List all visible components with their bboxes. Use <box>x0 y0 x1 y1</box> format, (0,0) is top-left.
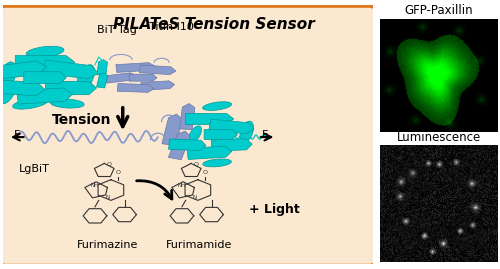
Text: PILATeS Tension Sensor: PILATeS Tension Sensor <box>112 17 314 32</box>
Polygon shape <box>105 73 136 83</box>
Ellipse shape <box>203 159 232 167</box>
Ellipse shape <box>240 121 254 143</box>
Polygon shape <box>204 130 238 139</box>
Text: F: F <box>14 129 20 140</box>
Polygon shape <box>211 139 252 151</box>
Text: N: N <box>193 195 197 200</box>
Polygon shape <box>209 119 254 134</box>
FancyBboxPatch shape <box>0 5 376 266</box>
Ellipse shape <box>188 126 202 143</box>
Polygon shape <box>24 72 66 84</box>
Polygon shape <box>129 74 157 81</box>
Polygon shape <box>97 60 108 75</box>
Polygon shape <box>168 131 190 160</box>
Ellipse shape <box>12 98 48 109</box>
Polygon shape <box>0 80 44 96</box>
Text: GFP-Paxillin: GFP-Paxillin <box>404 3 473 17</box>
Text: + Light: + Light <box>248 203 300 216</box>
Polygon shape <box>16 55 75 69</box>
Polygon shape <box>168 139 206 150</box>
Polygon shape <box>42 60 98 79</box>
Text: O: O <box>107 162 112 167</box>
Polygon shape <box>118 83 154 92</box>
Polygon shape <box>96 73 108 88</box>
Ellipse shape <box>0 83 16 104</box>
Ellipse shape <box>50 99 84 108</box>
Polygon shape <box>162 114 182 146</box>
Ellipse shape <box>26 46 64 58</box>
Polygon shape <box>46 81 96 95</box>
Text: NH: NH <box>178 183 186 188</box>
Polygon shape <box>187 146 232 160</box>
Text: NH: NH <box>91 183 99 188</box>
Text: Luminescence: Luminescence <box>396 131 481 144</box>
Text: O: O <box>203 170 208 175</box>
Polygon shape <box>140 65 176 75</box>
Text: F: F <box>262 129 268 140</box>
Text: Tension: Tension <box>52 113 112 127</box>
Text: Titin I10: Titin I10 <box>148 23 194 33</box>
Text: BiT Tag: BiT Tag <box>97 25 136 35</box>
Text: LgBiT: LgBiT <box>18 164 50 174</box>
Polygon shape <box>16 88 72 104</box>
Text: O: O <box>194 162 199 167</box>
Text: O: O <box>116 170 121 175</box>
Polygon shape <box>116 63 155 72</box>
Ellipse shape <box>77 65 94 91</box>
Text: Furimazine: Furimazine <box>78 240 138 250</box>
Text: Furimamide: Furimamide <box>166 240 232 250</box>
Polygon shape <box>141 81 174 90</box>
Polygon shape <box>186 114 234 125</box>
Ellipse shape <box>202 102 232 111</box>
Polygon shape <box>180 104 195 130</box>
Text: N: N <box>106 195 110 200</box>
Polygon shape <box>0 61 46 80</box>
Ellipse shape <box>0 62 16 88</box>
